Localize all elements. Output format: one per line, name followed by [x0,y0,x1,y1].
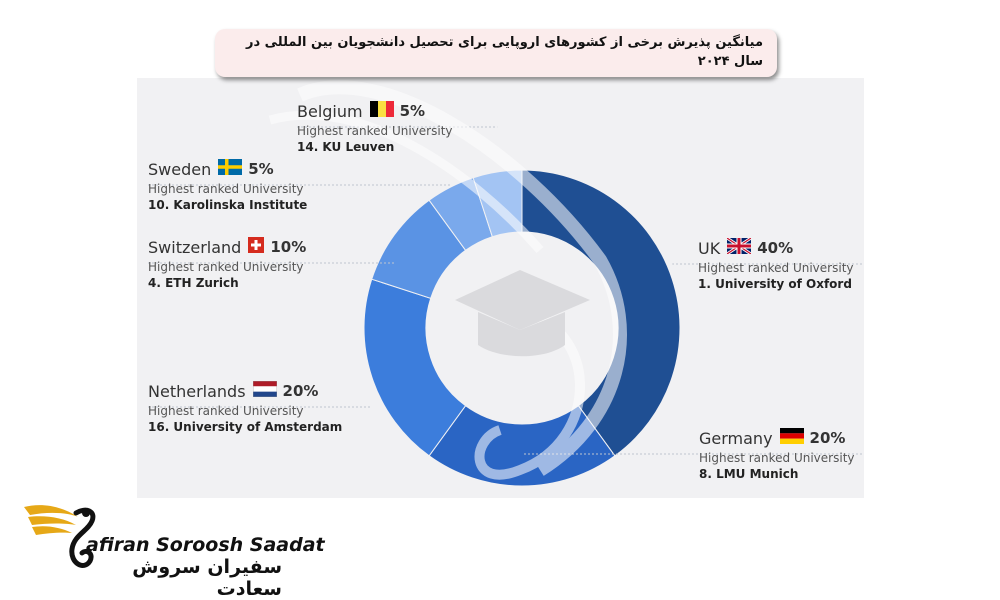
belgium-flag-icon [369,101,394,121]
phoenix-logo-icon [24,505,96,568]
label-uk: UK 40% Highest ranked University 1. Univers… [698,236,854,291]
percent-label: 20% [809,429,846,447]
percent-label: 5% [399,102,426,120]
country-name: Switzerland [148,237,242,257]
sublabel: Highest ranked University [148,182,304,196]
university-name: 14. KU Leuven [297,140,395,154]
university-name: 4. ETH Zurich [148,276,239,290]
sublabel: Highest ranked University [148,260,304,274]
logo-text-fa: سفیران سروش سعادت [132,556,282,600]
company-logo [24,505,96,568]
slice-uk [521,169,681,457]
label-switzerland: Switzerland 10% Highest ranked University 4… [148,236,306,290]
country-name: Germany [699,428,773,448]
percent-label: 5% [248,160,274,178]
university-name: 1. University of Oxford [698,277,852,291]
label-belgium: Belgium 5% Highest ranked University 14. KU… [297,100,453,154]
sublabel: Highest ranked University [148,404,304,418]
logo-text-en: afiran Soroosh Saadat [86,534,325,556]
country-name: Belgium [297,101,363,121]
chart-title: میانگین پذیرش برخی از کشورهای اروپایی بر… [215,29,777,77]
university-name: 16. University of Amsterdam [148,420,343,434]
germany-flag-icon [779,428,804,448]
watermark-icon [268,80,627,480]
sublabel: Highest ranked University [297,124,453,138]
uk-flag-icon [726,236,753,258]
university-name: 8. LMU Munich [699,467,799,481]
switzerland-flag-icon [248,237,265,257]
percent-label: 10% [270,238,307,256]
percent-label: 40% [757,239,794,257]
label-netherlands: Netherlands 20% Highest ranked University 1… [148,380,342,434]
sublabel: Highest ranked University [698,261,854,275]
country-name: Netherlands [148,381,246,401]
label-germany: Germany 20% Highest ranked University 8. LM… [699,427,855,481]
label-sweden: Sweden 5% Highest ranked University 10. Kar… [148,158,307,212]
sweden-flag-icon [218,159,243,179]
country-name: Sweden [148,159,212,179]
university-name: 10. Karolinska Institute [148,198,308,212]
sublabel: Highest ranked University [699,451,855,465]
country-name: UK [698,238,721,258]
percent-label: 20% [282,382,319,400]
netherlands-flag-icon [252,380,277,401]
